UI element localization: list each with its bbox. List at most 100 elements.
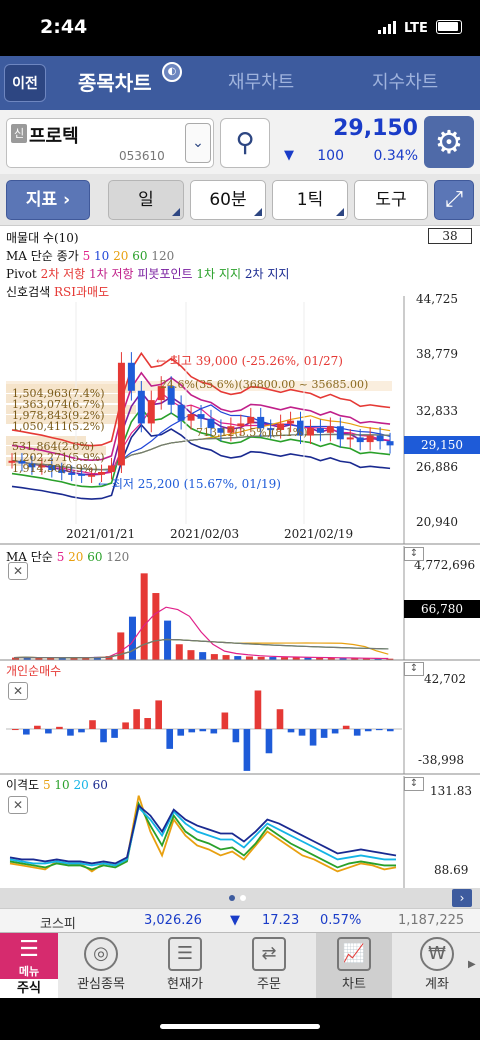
page-dot-active [229,895,235,901]
pivot-line [11,371,391,462]
netbuy-bar [309,729,317,746]
collapse-panel-button[interactable]: ✕ [8,796,28,814]
chart-area[interactable]: 매물대 수(10) 38 MA 단순 종가 5 10 20 60 120 Piv… [0,226,480,888]
menu-button[interactable]: ☰ 메뉴 주식 [0,933,58,999]
volume-bar [164,620,172,660]
pivot-line [11,423,391,500]
indicator-button[interactable]: 지표 › [6,180,90,220]
price-axis-tick: 38,779 [416,347,458,361]
price-change: 100 [317,148,344,164]
price-list-icon: ☰ [168,937,202,971]
volume-profile-bar [6,457,66,466]
expand-icon: ⤢ [445,187,463,212]
vp-range-annotation: 24.6%(35.6%)(36800.00 ~ 35685.00) [160,378,369,391]
volume-profile-bar [6,415,126,424]
candle-body [137,390,145,424]
nav-chart[interactable]: 📈 차트 [316,933,392,999]
disp20-legend: 20 [73,778,89,792]
settings-button[interactable]: ⚙ [424,116,474,168]
fullscreen-button[interactable]: ⤢ [434,180,474,220]
status-bar: 2:44 LTE [0,0,480,56]
collapse-panel-button[interactable]: ✕ [8,562,28,580]
volume-bar [316,657,324,660]
resize-handle-icon[interactable]: ↕ [404,547,424,561]
candle-body [38,465,46,468]
scroll-right-icon[interactable]: ▶ [468,959,476,970]
next-page-button[interactable]: › [452,889,472,907]
candle-body [267,428,275,431]
volume-bar [82,657,90,660]
candle-body [376,435,384,442]
disparity-line [9,800,396,871]
candle-body [78,473,86,476]
volume-bar [93,656,101,660]
chart-canvas[interactable] [0,226,480,888]
resize-handle-icon[interactable]: ↕ [404,662,424,676]
disparity-axis-min: 88.69 [434,863,469,877]
candle-body [257,416,265,429]
chevron-down-icon[interactable]: ⌄ [185,123,211,163]
period-day-button[interactable]: 일 [108,180,184,220]
netbuy-bar [199,729,207,732]
nav-order[interactable]: ⇄ 주문 [236,933,302,999]
netbuy-bar [254,690,262,730]
volume-bar [175,644,183,660]
candle-body [48,465,56,471]
ma-legend-title: MA 단순 종가 [6,249,79,263]
volume-bar [187,650,195,660]
vp-level: 1,363,074(6.7%) [12,398,105,411]
vma120-legend: 120 [106,550,130,564]
nav-account[interactable]: ₩ 계좌 [404,933,470,999]
candle-body [386,441,394,446]
tab-index-chart[interactable]: 지수차트 [372,72,439,93]
home-indicator[interactable] [160,1024,320,1029]
disparity-line [9,795,397,873]
candle-body [88,474,96,477]
volume-bar [128,616,136,660]
nav-current-price[interactable]: ☰ 현재가 [152,933,218,999]
page-indicator: › [0,888,480,908]
netbuy-bar [34,725,41,730]
candle-body [336,426,344,440]
candle-body [306,428,314,436]
rsi-oversold-legend: RSI과매도 [54,285,110,299]
nav-watchlist[interactable]: ◎ 관심종목 [68,933,134,999]
candle-body [197,414,205,419]
volume-bar [269,657,277,660]
index-ticker[interactable]: 코스피 3,026.26 ▼ 17.23 0.57% 1,187,225 [0,908,480,932]
candle-body [147,400,155,424]
interval-button[interactable]: 60분 [190,180,266,220]
tools-button[interactable]: 도구 [354,180,428,220]
pivot-legend-title: Pivot [6,267,37,281]
chart-icon: 📈 [337,937,371,971]
ma-legend: MA 단순 종가 5 10 20 60 120 [6,247,174,264]
volume-bar [23,657,31,660]
chevron-right-icon: › [63,190,71,210]
netbuy-bar [166,729,174,749]
collapse-panel-button[interactable]: ✕ [8,682,28,700]
candle-body [107,465,115,472]
tick-button[interactable]: 1틱 [272,180,348,220]
netbuy-bar [375,729,383,731]
tab-financial-chart[interactable]: 재무차트 [228,72,295,93]
netbuy-bar [188,729,196,733]
home-indicator-area [0,998,480,1040]
price-change-percent: 0.34% [373,148,418,164]
tab-stock-chart[interactable]: 종목차트 [78,71,152,95]
candle-body [68,472,76,475]
search-button[interactable]: ⚲ [220,118,270,168]
signal-legend: 신호검색 RSI과매도 [6,283,109,300]
volume-bar [292,657,300,660]
netbuy-bar [23,729,30,735]
page-dot [240,895,246,901]
netbuy-bar [276,709,284,730]
chart-type-icon[interactable]: ◐ [162,62,182,82]
resize-handle-icon[interactable]: ↕ [404,777,424,791]
volume-bar [199,652,207,660]
disparity-line [9,803,397,865]
stock-selector[interactable]: 신 프로텍 053610 ⌄ [6,118,214,168]
vp-level: 1,504,963(7.4%) [12,387,105,400]
nav-label: 차트 [342,977,366,992]
vp-level: 1,050,411(5.2%) [12,420,105,433]
back-button[interactable]: 이전 [4,64,46,102]
